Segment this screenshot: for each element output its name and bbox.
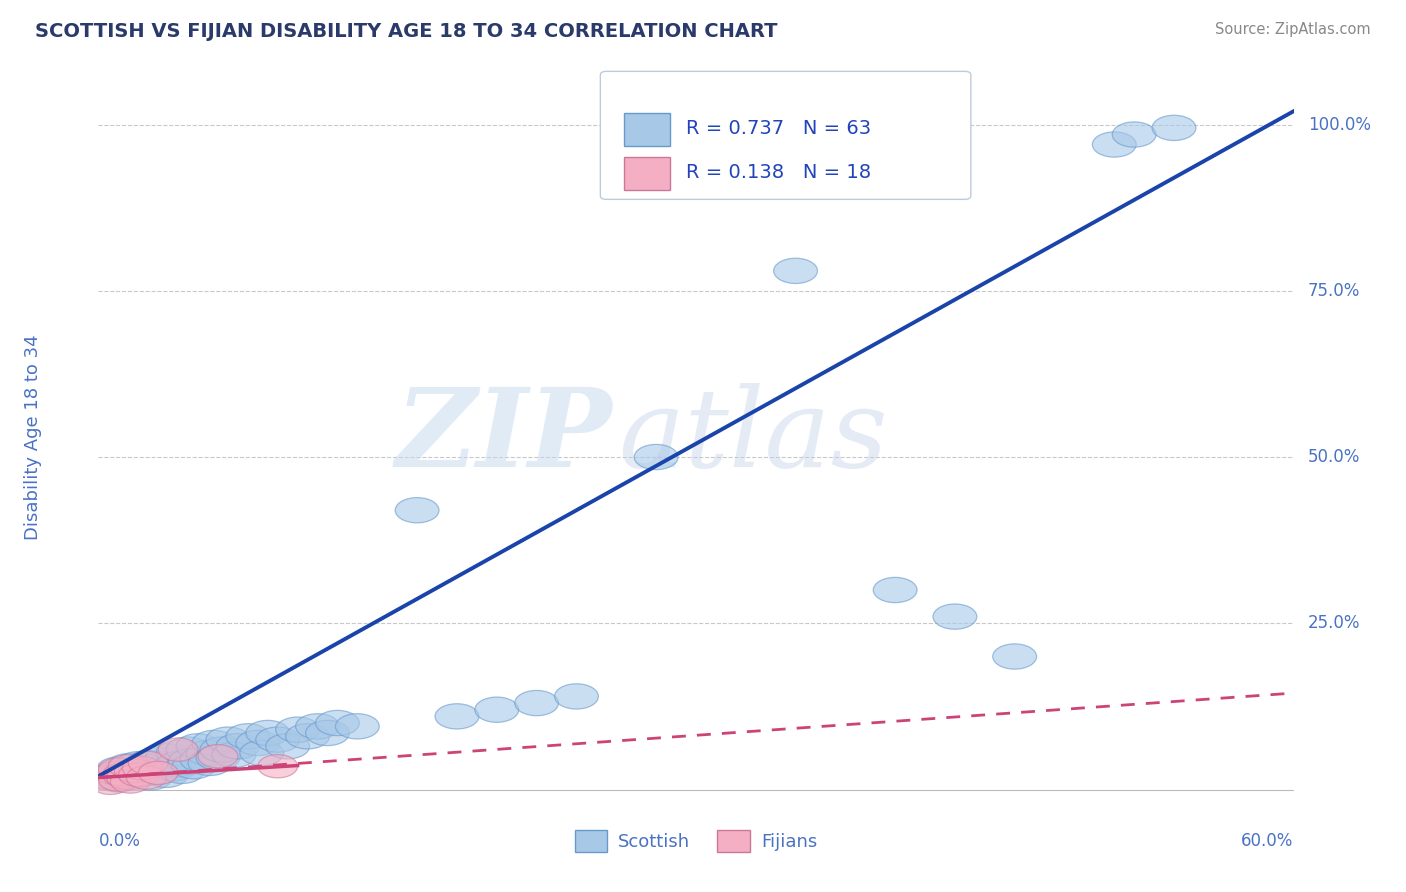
- Ellipse shape: [97, 767, 141, 792]
- Ellipse shape: [176, 733, 219, 759]
- Ellipse shape: [934, 604, 977, 629]
- Ellipse shape: [198, 745, 238, 768]
- Ellipse shape: [93, 763, 136, 788]
- Ellipse shape: [188, 750, 232, 775]
- Ellipse shape: [107, 754, 150, 779]
- Ellipse shape: [112, 758, 156, 783]
- Ellipse shape: [180, 747, 224, 772]
- FancyBboxPatch shape: [624, 113, 669, 146]
- Ellipse shape: [108, 755, 148, 778]
- Ellipse shape: [554, 684, 599, 709]
- Ellipse shape: [124, 760, 169, 786]
- Ellipse shape: [169, 749, 212, 774]
- Ellipse shape: [256, 727, 299, 752]
- Ellipse shape: [257, 755, 298, 778]
- Ellipse shape: [186, 740, 231, 765]
- Ellipse shape: [212, 742, 256, 767]
- Ellipse shape: [200, 737, 243, 763]
- Ellipse shape: [100, 764, 145, 789]
- Ellipse shape: [873, 577, 917, 603]
- Ellipse shape: [1152, 115, 1197, 141]
- FancyBboxPatch shape: [600, 71, 972, 200]
- Text: 75.0%: 75.0%: [1308, 282, 1360, 300]
- Ellipse shape: [98, 768, 138, 791]
- Ellipse shape: [136, 758, 180, 783]
- Ellipse shape: [195, 745, 240, 770]
- Ellipse shape: [108, 765, 152, 790]
- Ellipse shape: [172, 754, 217, 779]
- Ellipse shape: [207, 727, 250, 752]
- Ellipse shape: [246, 721, 290, 746]
- Text: R = 0.737   N = 63: R = 0.737 N = 63: [686, 119, 872, 138]
- Ellipse shape: [160, 758, 204, 783]
- Ellipse shape: [315, 710, 360, 736]
- Ellipse shape: [240, 740, 284, 765]
- Ellipse shape: [94, 761, 135, 785]
- Text: 60.0%: 60.0%: [1241, 832, 1294, 850]
- Ellipse shape: [1112, 122, 1156, 147]
- Ellipse shape: [305, 721, 350, 746]
- Ellipse shape: [141, 752, 184, 777]
- Ellipse shape: [104, 760, 148, 786]
- Ellipse shape: [136, 747, 180, 772]
- Text: 25.0%: 25.0%: [1308, 615, 1361, 632]
- Ellipse shape: [336, 714, 380, 739]
- Text: atlas: atlas: [619, 384, 889, 491]
- Ellipse shape: [117, 763, 160, 788]
- Ellipse shape: [138, 761, 179, 785]
- Ellipse shape: [146, 744, 190, 769]
- Ellipse shape: [217, 733, 260, 759]
- Ellipse shape: [145, 763, 188, 788]
- Text: 50.0%: 50.0%: [1308, 448, 1360, 466]
- Ellipse shape: [114, 759, 155, 782]
- Ellipse shape: [128, 765, 172, 790]
- Ellipse shape: [1092, 132, 1136, 157]
- Ellipse shape: [118, 764, 159, 787]
- Ellipse shape: [276, 717, 319, 742]
- Ellipse shape: [515, 690, 558, 715]
- Ellipse shape: [193, 731, 236, 756]
- Ellipse shape: [103, 764, 142, 787]
- Text: 100.0%: 100.0%: [1308, 116, 1371, 134]
- Ellipse shape: [98, 758, 138, 781]
- Ellipse shape: [295, 714, 339, 739]
- Ellipse shape: [475, 697, 519, 723]
- Ellipse shape: [111, 770, 150, 793]
- Ellipse shape: [87, 765, 131, 790]
- Ellipse shape: [634, 444, 678, 470]
- FancyBboxPatch shape: [624, 157, 669, 190]
- Text: ZIP: ZIP: [395, 384, 613, 491]
- Text: 0.0%: 0.0%: [98, 832, 141, 850]
- Ellipse shape: [156, 752, 200, 777]
- Ellipse shape: [993, 644, 1036, 669]
- Ellipse shape: [122, 756, 162, 780]
- Ellipse shape: [166, 737, 209, 763]
- Ellipse shape: [107, 766, 146, 789]
- Ellipse shape: [117, 752, 160, 777]
- Ellipse shape: [773, 258, 817, 284]
- Ellipse shape: [121, 756, 165, 780]
- Text: Disability Age 18 to 34: Disability Age 18 to 34: [24, 334, 42, 540]
- Ellipse shape: [90, 772, 131, 795]
- Legend: Scottish, Fijians: Scottish, Fijians: [568, 823, 824, 860]
- Ellipse shape: [127, 750, 170, 775]
- Ellipse shape: [152, 756, 195, 780]
- Ellipse shape: [128, 751, 169, 774]
- Ellipse shape: [434, 704, 479, 729]
- Ellipse shape: [156, 740, 200, 765]
- Text: R = 0.138   N = 18: R = 0.138 N = 18: [686, 163, 872, 182]
- Ellipse shape: [127, 766, 166, 789]
- Ellipse shape: [97, 757, 141, 782]
- Ellipse shape: [159, 738, 198, 761]
- Ellipse shape: [132, 754, 176, 779]
- Ellipse shape: [89, 766, 128, 789]
- Ellipse shape: [285, 723, 329, 749]
- Ellipse shape: [226, 723, 270, 749]
- Text: Source: ZipAtlas.com: Source: ZipAtlas.com: [1215, 22, 1371, 37]
- Ellipse shape: [266, 733, 309, 759]
- Ellipse shape: [395, 498, 439, 523]
- Ellipse shape: [236, 731, 280, 756]
- Text: SCOTTISH VS FIJIAN DISABILITY AGE 18 TO 34 CORRELATION CHART: SCOTTISH VS FIJIAN DISABILITY AGE 18 TO …: [35, 22, 778, 41]
